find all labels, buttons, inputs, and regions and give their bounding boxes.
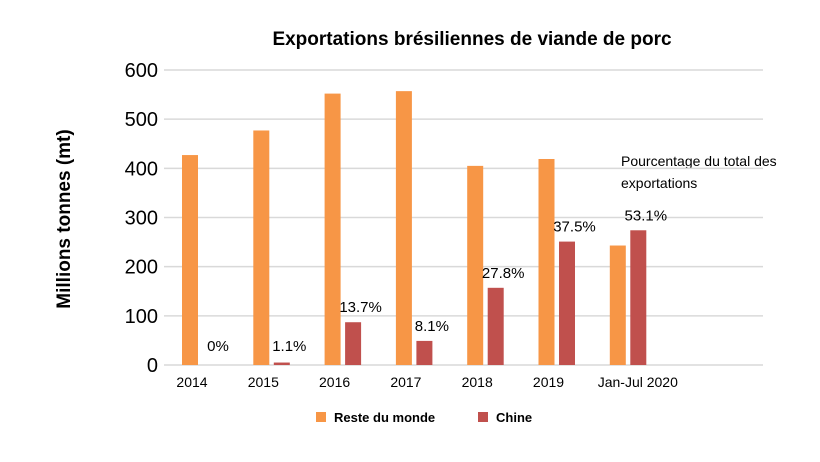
legend-label: Chine bbox=[496, 410, 532, 425]
y-tick-label: 200 bbox=[125, 257, 158, 279]
x-tick-label: 2018 bbox=[462, 374, 493, 390]
data-label: 8.1% bbox=[415, 318, 449, 335]
bar-chine bbox=[487, 287, 504, 365]
x-tick-label: Jan-Jul 2020 bbox=[598, 374, 678, 390]
bar-reste-du-monde bbox=[609, 245, 626, 365]
data-label: 0% bbox=[207, 338, 229, 355]
data-label: 53.1% bbox=[625, 207, 668, 224]
y-tick-label: 500 bbox=[125, 109, 158, 131]
bar-chine bbox=[630, 230, 647, 365]
y-tick-label: 0 bbox=[147, 355, 158, 377]
data-label: 1.1% bbox=[272, 338, 306, 355]
x-tick-label: 2016 bbox=[319, 374, 350, 390]
legend-swatch bbox=[316, 412, 326, 422]
bar-chine bbox=[273, 362, 290, 365]
bar-reste-du-monde bbox=[253, 130, 270, 365]
y-tick-label: 600 bbox=[125, 60, 158, 82]
x-tick-label: 2019 bbox=[533, 374, 564, 390]
bar-reste-du-monde bbox=[467, 165, 484, 365]
y-axis-label: Millions tonnes (mt) bbox=[54, 129, 75, 308]
bar-reste-du-monde bbox=[538, 158, 555, 365]
chart-title: Exportations brésiliennes de viande de p… bbox=[272, 29, 672, 50]
data-label: 27.8% bbox=[482, 265, 525, 282]
annotation-line-2: exportations bbox=[621, 175, 697, 191]
bar-chine bbox=[416, 340, 433, 365]
y-tick-label: 300 bbox=[125, 208, 158, 230]
bar-chine bbox=[559, 241, 575, 365]
y-tick-label: 400 bbox=[125, 158, 158, 180]
bar-reste-du-monde bbox=[395, 91, 412, 366]
x-tick-label: 2017 bbox=[390, 374, 421, 390]
x-tick-label: 2015 bbox=[248, 374, 279, 390]
legend-swatch bbox=[478, 412, 488, 422]
bar-reste-du-monde bbox=[182, 155, 198, 365]
bar-reste-du-monde bbox=[324, 93, 341, 365]
data-label: 13.7% bbox=[339, 299, 382, 316]
legend-label: Reste du monde bbox=[334, 410, 435, 425]
bar-chine bbox=[345, 322, 362, 365]
y-tick-label: 100 bbox=[125, 306, 158, 328]
x-tick-label: 2014 bbox=[176, 374, 207, 390]
data-label: 37.5% bbox=[553, 219, 596, 236]
annotation-line-1: Pourcentage du total des bbox=[621, 153, 777, 169]
